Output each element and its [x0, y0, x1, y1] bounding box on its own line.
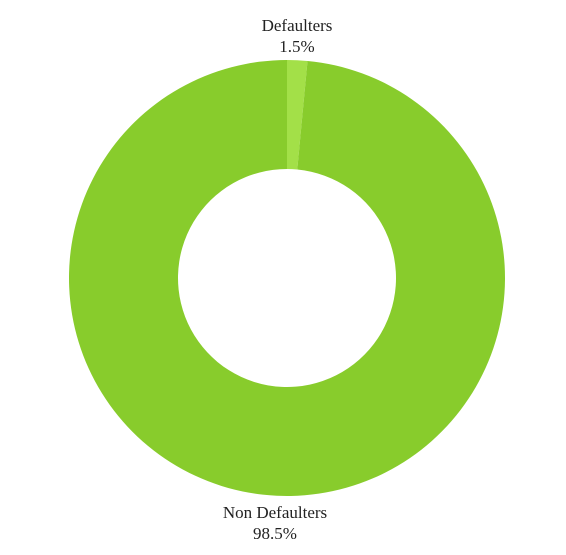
label-defaulters-value: 1.5% [279, 37, 314, 56]
label-non-defaulters-value: 98.5% [253, 524, 297, 543]
label-non-defaulters-name: Non Defaulters [223, 503, 327, 522]
label-defaulters-name: Defaulters [262, 16, 333, 35]
slice-non-defaulters [68, 60, 505, 496]
slice-defaulters [287, 60, 308, 170]
slices-group [68, 60, 505, 496]
labels-group: Defaulters 1.5% Non Defaulters 98.5% [223, 16, 333, 543]
